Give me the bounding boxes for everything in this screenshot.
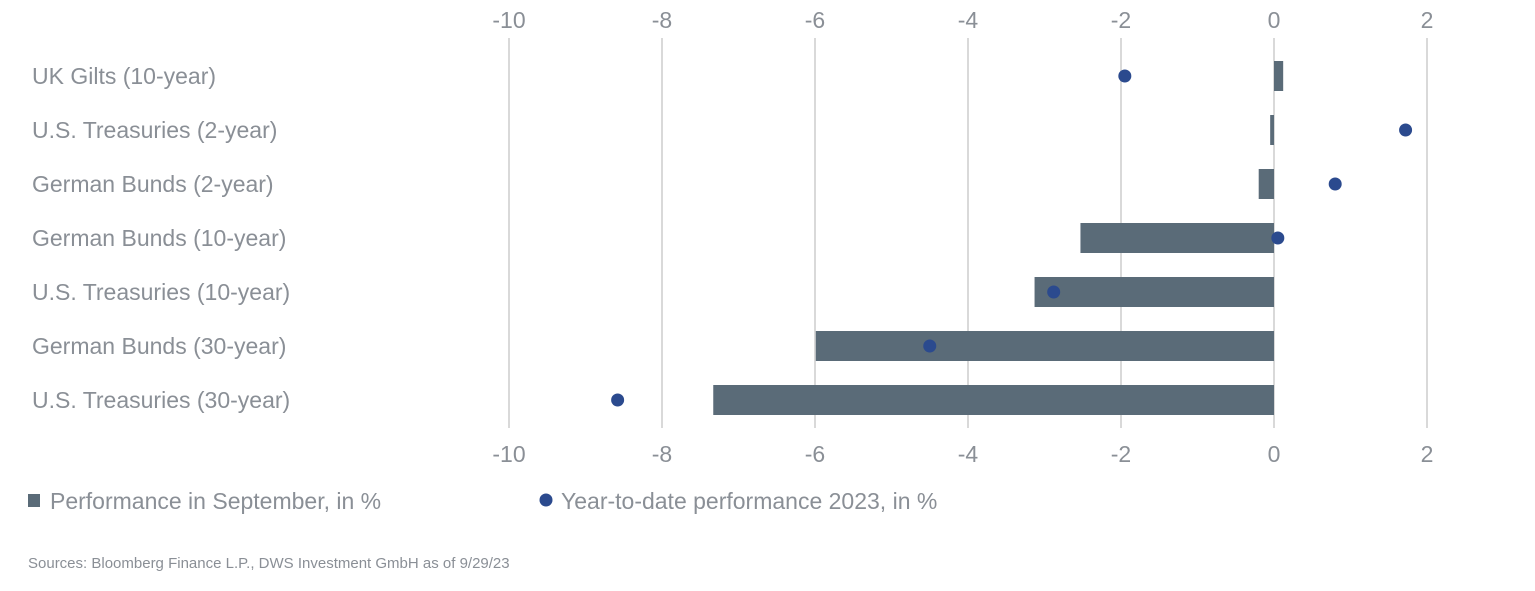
legend: Performance in September, in % Year-to-d…: [28, 488, 937, 514]
category-labels: UK Gilts (10-year) U.S. Treasuries (2-yea…: [32, 63, 290, 413]
category-label: U.S. Treasuries (30-year): [32, 387, 290, 413]
legend-swatch-ytd: [539, 493, 553, 507]
bar-september: [815, 331, 1274, 361]
bar-september: [1034, 277, 1274, 307]
dot-ytd: [1328, 177, 1342, 191]
category-label: German Bunds (30-year): [32, 333, 286, 359]
category-label: German Bunds (2-year): [32, 171, 274, 197]
bar-september: [1274, 61, 1284, 91]
ytd-performance-dots: [611, 69, 1413, 407]
bar-september: [1080, 223, 1274, 253]
top-tick-label: 2: [1421, 7, 1434, 33]
top-axis-tick-labels: -10 -8 -6 -4 -2 0 2: [492, 7, 1433, 33]
legend-label-ytd: Year-to-date performance 2023, in %: [561, 488, 937, 514]
bottom-tick-label: -4: [958, 441, 979, 467]
dot-ytd: [1118, 69, 1132, 83]
september-performance-bars: [713, 61, 1284, 415]
bottom-tick-label: 0: [1268, 441, 1281, 467]
category-label: UK Gilts (10-year): [32, 63, 216, 89]
top-tick-label: -4: [958, 7, 979, 33]
bottom-tick-label: -6: [805, 441, 825, 467]
bottom-tick-label: -8: [652, 441, 672, 467]
top-tick-label: -2: [1111, 7, 1131, 33]
bar-september: [1258, 169, 1274, 199]
top-tick-label: -6: [805, 7, 825, 33]
category-label: German Bunds (10-year): [32, 225, 286, 251]
bar-september: [1270, 115, 1274, 145]
source-note: Sources: Bloomberg Finance L.P., DWS Inv…: [28, 555, 510, 572]
legend-swatch-september: [28, 494, 40, 507]
bar-september: [713, 385, 1274, 415]
bottom-axis-tick-labels: -10 -8 -6 -4 -2 0 2: [492, 441, 1433, 467]
dot-ytd: [1047, 285, 1061, 299]
category-label: U.S. Treasuries (10-year): [32, 279, 290, 305]
bottom-tick-label: -2: [1111, 441, 1131, 467]
bottom-tick-label: -10: [492, 441, 525, 467]
dot-ytd: [611, 393, 625, 407]
bottom-tick-label: 2: [1421, 441, 1434, 467]
category-label: U.S. Treasuries (2-year): [32, 117, 277, 143]
top-tick-label: -8: [652, 7, 672, 33]
dot-ytd: [923, 339, 937, 353]
gridlines: [508, 38, 1428, 428]
top-tick-label: 0: [1268, 7, 1281, 33]
legend-label-september: Performance in September, in %: [50, 488, 381, 514]
dot-ytd: [1271, 231, 1285, 245]
dot-ytd: [1399, 123, 1413, 137]
top-tick-label: -10: [492, 7, 525, 33]
